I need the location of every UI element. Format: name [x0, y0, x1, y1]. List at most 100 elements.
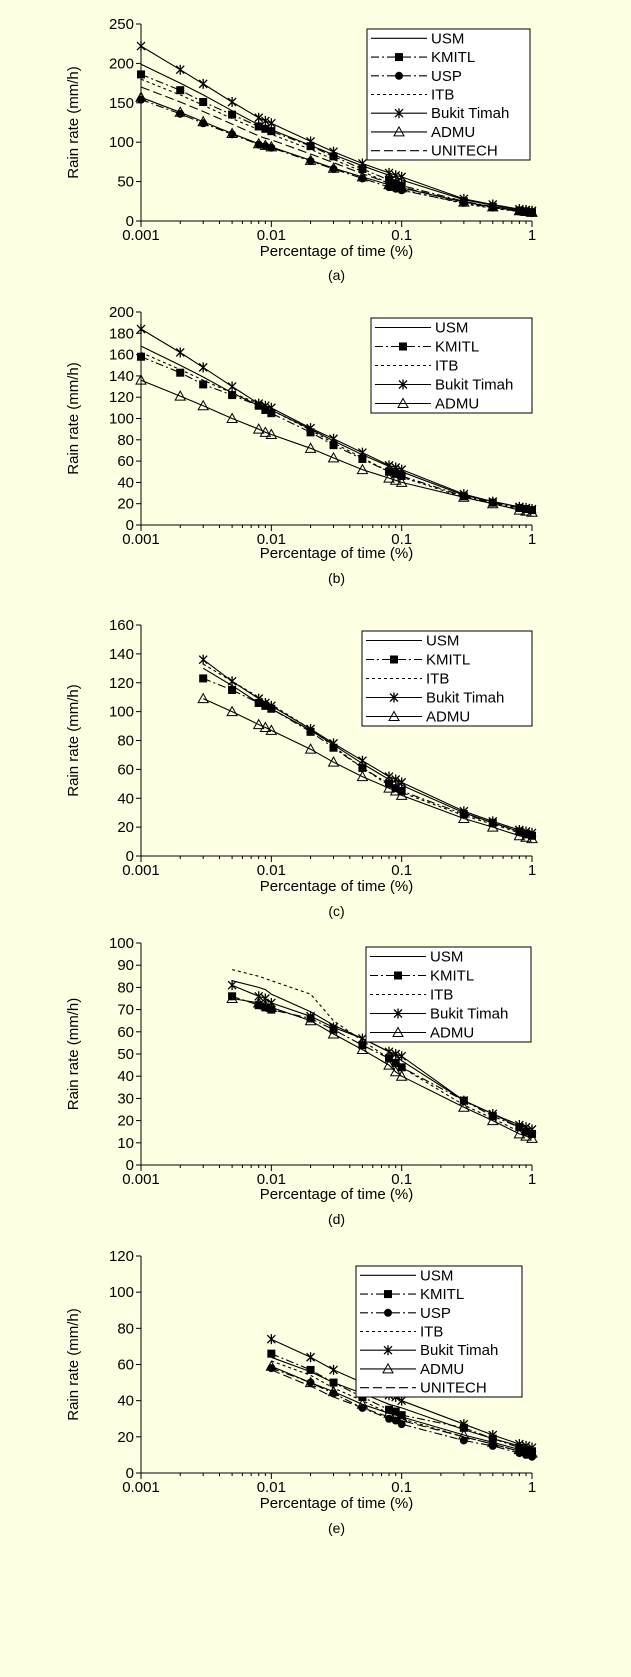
chart-4-series-bukit-timah-point — [260, 993, 270, 1004]
chart-5-series-admu-point — [458, 1428, 470, 1440]
chart-5-y-tick-label: 60 — [117, 1357, 134, 1374]
chart-4-legend-marker-bukit-timah — [393, 1008, 403, 1019]
chart-4-series-bukit-timah-point — [391, 1049, 401, 1059]
chart-3-series-itb — [202, 663, 533, 837]
chart-1-series-kmitl-point — [254, 122, 263, 131]
chart-2-series-admu-point — [395, 476, 408, 487]
chart-2-y-tick-label: 180 — [109, 325, 134, 342]
chart-5-series-admu-point — [526, 1447, 538, 1458]
chart-5-legend-label-usm: USM — [420, 1267, 453, 1284]
chart-2-series-bukit-timah-point — [357, 447, 367, 458]
chart-1-x-tick-label: 0.01 — [257, 227, 286, 244]
chart-5-series-bukit-timah-point — [459, 1419, 469, 1430]
chart-2-series-admu-point — [252, 423, 265, 434]
chart-2-series-kmitl-point — [267, 409, 276, 418]
chart-4-y-tick-label: 20 — [117, 1113, 134, 1130]
chart-3-series-bukit-timah-point — [397, 777, 407, 788]
chart-4-y-tick-label: 90 — [117, 957, 134, 974]
chart-1-x-axis-label: Percentage of time (%) — [260, 243, 413, 260]
chart-2-y-tick-label: 40 — [117, 474, 134, 491]
chart-3-series-kmitl-point — [391, 784, 400, 793]
chart-2-series-bukit-timah-point — [329, 433, 338, 444]
chart-1-legend-box — [366, 28, 531, 161]
chart-1-series-unitech — [140, 86, 533, 213]
chart-4-x-tick-label: 0.01 — [257, 1171, 286, 1188]
chart-2-series-admu-point — [520, 505, 532, 516]
chart-5-legend-label-itb: ITB — [420, 1324, 443, 1341]
chart-1-series-kmitl-point — [228, 110, 237, 119]
chart-3-series-admu-point — [389, 785, 402, 796]
chart-2-x-tick-label: 0.001 — [122, 531, 160, 548]
chart-3-series-admu-point — [259, 721, 272, 733]
chart-4-y-tick-label: 30 — [117, 1090, 134, 1107]
chart-4-series-kmitl-point — [228, 992, 237, 1001]
chart-3-y-tick-label: 160 — [109, 617, 134, 634]
chart-4-legend-box — [365, 946, 532, 1043]
chart-5-y-tick-label: 120 — [109, 1248, 134, 1265]
chart-5-legend-marker-bukit-timah — [383, 1345, 393, 1356]
chart-4-series-admu-point — [395, 1070, 408, 1081]
chart-1-series-bukit-timah-point — [397, 171, 407, 182]
chart-3-series-kmitl-point — [228, 685, 237, 694]
chart-1-series-admu-point — [197, 115, 210, 127]
chart-2-series-kmitl-point — [358, 454, 367, 463]
chart-1-caption: (a) — [328, 267, 345, 283]
chart-5-series-kmitl-point — [306, 1365, 315, 1374]
chart-3-legend-label-usm: USM — [426, 633, 459, 650]
chart-5-legend-label-bukit-timah: Bukit Timah — [420, 1342, 498, 1359]
chart-2-legend-marker-kmitl — [399, 342, 407, 351]
chart-1-series-kmitl-line — [140, 73, 533, 213]
chart-4-series-itb — [231, 969, 533, 1137]
chart-2-series-kmitl-point — [228, 391, 237, 400]
chart-1-series-usm-line — [140, 63, 533, 213]
chart-4-series-admu-point — [389, 1065, 402, 1077]
chart-4-x-tick-label: 0.001 — [122, 1171, 160, 1188]
chart-3-y-tick-label: 140 — [109, 646, 134, 663]
chart-2-series-admu-point — [304, 442, 317, 453]
chart-3-y-tick-label: 120 — [109, 675, 134, 692]
chart-1-series-admu-point — [174, 106, 187, 117]
chart-5-series-kmitl-point — [397, 1411, 406, 1420]
chart-1-series-bukit-timah-point — [357, 158, 367, 169]
chart-4-series-bukit-timah-point — [227, 980, 237, 991]
chart-1-series-kmitl-point — [261, 124, 270, 133]
chart-3-series-bukit-timah-point — [260, 697, 270, 708]
chart-1-series-kmitl-point — [391, 179, 400, 188]
chart-2-series-kmitl-point — [176, 368, 185, 377]
chart-2-legend-box — [370, 317, 533, 414]
chart-5-panel: 0 20 40 60 80 100 120 0.001 0.01 0.1 1 Percentage o… — [65, 1248, 538, 1536]
chart-3-legend-label-admu: ADMU — [426, 709, 470, 726]
chart-3-series-admu-point — [486, 821, 499, 832]
chart-5-y-axis-label: Rain rate (mm/h) — [65, 1308, 82, 1421]
chart-1-legend-label-bukit-timah: Bukit Timah — [431, 105, 509, 122]
chart-1-series-bukit-timah-line — [140, 45, 533, 212]
chart-1-legend-label-itb: ITB — [431, 87, 454, 104]
chart-2-series-admu-point — [174, 390, 187, 401]
chart-5-legend-box — [355, 1265, 523, 1398]
chart-5-series-bukit-timah-point — [266, 1334, 276, 1345]
chart-1-series-admu-point — [356, 170, 369, 182]
chart-1-series-kmitl-point — [267, 127, 276, 136]
chart-2-series-bukit-timah-point — [175, 347, 185, 358]
chart-4-legend-label-usm: USM — [430, 949, 463, 966]
chart-4-series-admu-point — [526, 1132, 538, 1143]
chart-2-series-bukit-timah-line — [140, 328, 533, 510]
chart-2-series-kmitl-point — [397, 472, 406, 481]
chart-3-y-tick-label: 100 — [109, 704, 134, 721]
chart-5-series-admu-point — [486, 1436, 499, 1447]
chart-5-series-admu-point — [513, 1443, 526, 1454]
chart-5-y-tick-label: 40 — [117, 1393, 134, 1410]
chart-4-series-admu-point — [356, 1043, 369, 1055]
chart-1-legend-label-admu: ADMU — [431, 124, 475, 141]
chart-3-series-bukit-timah-line — [202, 659, 533, 834]
chart-3-y-tick-label: 20 — [117, 819, 134, 836]
chart-3-x-tick-label: 0.001 — [122, 862, 160, 879]
chart-4-legend-marker-kmitl — [394, 971, 402, 980]
chart-3-legend-marker-kmitl — [390, 655, 398, 664]
chart-1-series-usp-line — [140, 99, 533, 214]
chart-2-legend: USM KMITL ITB Bukit Timah ADMU — [370, 317, 533, 414]
chart-2-x-axis-label: Percentage of time (%) — [260, 545, 413, 562]
chart-3-series-admu-point — [226, 705, 238, 717]
chart-2-series-itb-line — [140, 351, 533, 512]
chart-1-y-tick-label: 50 — [117, 174, 134, 191]
